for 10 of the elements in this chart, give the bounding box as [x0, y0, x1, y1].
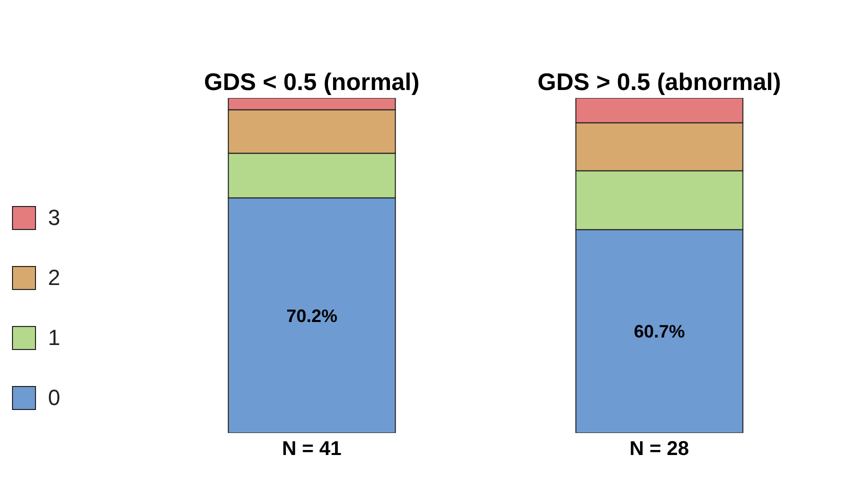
- x-tick-label: GDS < 0.5 (normal): [204, 69, 420, 96]
- data-label: 70.2%: [286, 306, 338, 326]
- data-label: 60.7%: [634, 322, 685, 342]
- legend-label: 1: [48, 325, 60, 351]
- text: N = 28: [630, 438, 689, 460]
- x-tick-label: GDS > 0.5 (abnormal): [538, 69, 781, 96]
- legend-label: 0: [48, 385, 60, 411]
- text: N = 41: [282, 438, 342, 460]
- legend-label: 3: [48, 205, 60, 231]
- legend-label: 2: [48, 265, 60, 291]
